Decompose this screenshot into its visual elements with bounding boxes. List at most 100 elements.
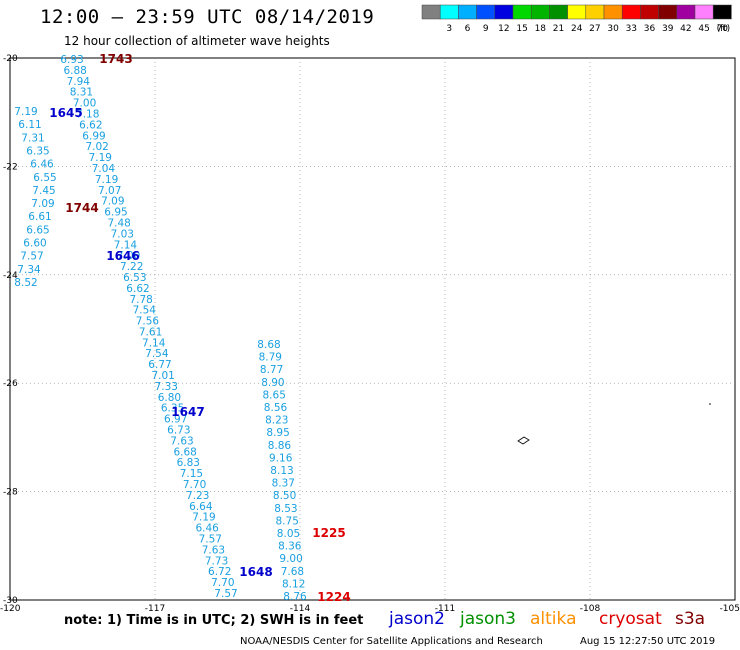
colorbar-swatch [712, 4, 732, 20]
page-title: 12:00 – 23:59 UTC 08/14/2019 [40, 6, 375, 28]
pass-time-label: 1224 [317, 590, 350, 604]
colorbar-tick-label: 36 [644, 24, 656, 34]
pass-time-label: 1648 [239, 565, 272, 579]
wave-height-label: 6.35 [161, 403, 184, 415]
lat-tick-label: -30 [3, 596, 18, 606]
wave-height-label: 6.80 [158, 392, 181, 404]
wave-height-label: 6.53 [123, 272, 146, 284]
wave-height-label: 6.60 [23, 238, 46, 250]
island-outline [517, 436, 530, 445]
wave-height-label: 6.55 [33, 172, 56, 184]
wave-height-label: 7.54 [133, 305, 157, 317]
colorbar-tick-label: 18 [535, 24, 547, 34]
wave-height-label: 7.19 [95, 174, 118, 186]
color-scale-legend: 3 6 9 12 15 18 21 24 27 30 33 36 39 42 45 70(ft) [421, 4, 732, 34]
wave-height-label: 8.52 [14, 277, 37, 289]
wave-height-label: 7.34 [17, 264, 41, 276]
page-subtitle: 12 hour collection of altimeter wave hei… [64, 34, 330, 48]
colorbar-tick-label: 39 [662, 24, 674, 34]
colorbar-tick-label: 9 [483, 24, 489, 34]
lat-tick-label: -28 [3, 488, 18, 498]
wave-height-label: 7.02 [85, 141, 108, 153]
wave-height-label: 7.63 [202, 544, 225, 556]
satellite-legend-jason2: jason2 [389, 609, 445, 629]
wave-height-label: 6.11 [18, 119, 41, 131]
wave-height-label: 6.65 [26, 224, 49, 236]
wave-height-label: 7.78 [129, 294, 152, 306]
wave-height-label: 7.73 [205, 555, 228, 567]
lat-tick-label: -20 [3, 54, 18, 64]
wave-height-label: 7.22 [120, 261, 143, 273]
wave-height-label: 6.95 [104, 207, 127, 219]
wave-height-label: 7.56 [136, 316, 160, 328]
colorbar-tick-label: 42 [680, 24, 691, 34]
wave-height-label: 8.05 [277, 528, 300, 540]
wave-height-label: 7.19 [89, 152, 112, 164]
colorbar-tick-label: 27 [589, 24, 600, 34]
wave-height-label: 7.03 [111, 228, 134, 240]
wave-height-label: 7.63 [170, 435, 193, 447]
wave-height-label: 7.45 [32, 185, 55, 197]
wave-height-label: 9.00 [279, 553, 302, 565]
wave-height-label: 7.94 [67, 76, 91, 88]
colorbar-tick-label: 24 [571, 24, 583, 34]
colorbar-tick-label: 45 [698, 24, 709, 34]
wave-height-label: 8.23 [265, 415, 288, 427]
wave-height-label: 8.36 [278, 541, 302, 553]
wave-height-label: 7.07 [98, 185, 121, 197]
wave-height-label: 8.76 [283, 591, 307, 603]
wave-height-label: 7.14 [142, 337, 166, 349]
lat-tick-label: -26 [3, 379, 18, 389]
wave-height-label: 6.72 [208, 566, 231, 578]
wave-height-label: 7.31 [21, 132, 44, 144]
wave-height-label: 7.33 [155, 381, 178, 393]
pass-time-label: 1645 [49, 106, 82, 120]
wave-height-label: 8.37 [272, 478, 295, 490]
wave-height-label: 8.50 [273, 490, 296, 502]
wave-height-label: 6.73 [167, 425, 190, 437]
wave-height-label: 7.04 [92, 163, 116, 175]
colorbar-unit: (ft) [717, 24, 731, 34]
wave-height-label: 7.54 [145, 348, 169, 360]
wave-height-label: 7.00 [73, 98, 96, 110]
lon-tick-label: -114 [290, 604, 311, 614]
pass-time-label: 1647 [171, 405, 204, 419]
wave-height-label: 8.75 [276, 515, 299, 527]
wave-height-label: 8.13 [270, 465, 293, 477]
wave-height-label: 8.12 [282, 578, 305, 590]
island-dot [709, 403, 711, 405]
wave-height-label: 7.70 [211, 577, 234, 589]
wave-height-label: 8.65 [263, 389, 286, 401]
wave-height-label: 6.83 [177, 457, 200, 469]
generation-timestamp: Aug 15 12:27:50 UTC 2019 [580, 636, 716, 647]
lon-tick-label: -105 [720, 604, 740, 614]
colorbar-tick-label: 70 [717, 24, 729, 34]
wave-height-label: 7.70 [183, 479, 206, 491]
footer-note: note: 1) Time is in UTC; 2) SWH is in fe… [64, 613, 364, 628]
wave-height-label: 7.23 [186, 490, 209, 502]
colorbar-tick-label: 12 [498, 24, 509, 34]
lon-tick-label: -108 [580, 604, 601, 614]
wave-height-label: 6.61 [28, 211, 51, 223]
colorbar-tick-label: 6 [465, 24, 471, 34]
wave-height-label: 6.99 [82, 130, 105, 142]
wave-height-label: 7.61 [139, 326, 162, 338]
satellite-legend-s3a: s3a [675, 609, 706, 629]
credit-text: NOAA/NESDIS Center for Satellite Applica… [240, 636, 543, 647]
pass-time-label: 1743 [99, 52, 132, 66]
wave-height-label: 6.62 [79, 119, 102, 131]
wave-height-label: 6.46 [30, 159, 54, 171]
wave-height-label: 8.90 [261, 377, 284, 389]
wave-height-label: 8.77 [260, 364, 283, 376]
colorbar-tick-label: 33 [626, 24, 637, 34]
wave-height-label: 7.57 [199, 534, 222, 546]
wave-height-label: 6.64 [189, 501, 213, 513]
wave-height-label: 8.53 [274, 503, 297, 515]
wave-height-label: 7.48 [107, 217, 130, 229]
wave-height-label: 6.93 [60, 54, 83, 66]
colorbar-tick-label: 30 [607, 24, 619, 34]
wave-height-label: 6.68 [173, 446, 196, 458]
wave-height-label: 7.68 [281, 566, 304, 578]
lon-tick-label: -120 [0, 604, 21, 614]
